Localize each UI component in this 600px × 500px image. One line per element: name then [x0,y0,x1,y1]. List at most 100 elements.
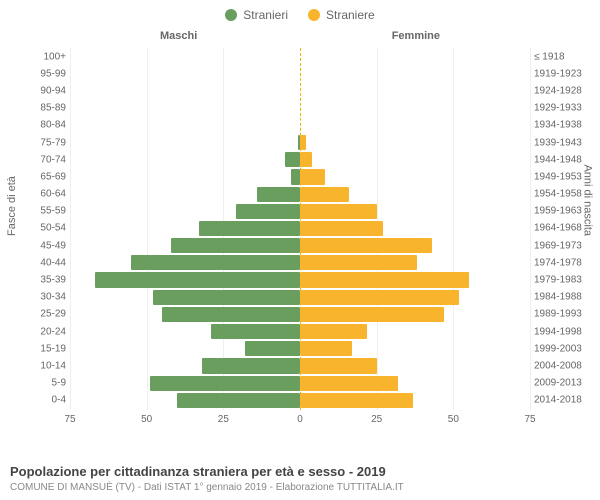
birth-label: 1999-2003 [534,343,588,354]
bar-container-female [300,255,530,270]
legend-label-female: Straniere [326,8,375,22]
birth-label: 1929-1933 [534,103,588,114]
bar-container-male [70,358,300,373]
birth-label: 1939-1943 [534,137,588,148]
pyramid-row: 50-541964-1968 [70,220,530,237]
bar-female [300,393,413,408]
bar-male [211,324,300,339]
bar-container-male [70,393,300,408]
x-tick: 25 [218,414,229,425]
bar-container-male [70,169,300,184]
bar-female [300,238,432,253]
bar-container-male [70,118,300,133]
birth-label: 1974-1978 [534,257,588,268]
bar-container-female [300,358,530,373]
birth-label: 1934-1938 [534,120,588,131]
bar-container-male [70,272,300,287]
bar-female [300,307,444,322]
age-label: 15-19 [28,343,66,354]
bar-male [131,255,300,270]
age-label: 85-89 [28,103,66,114]
age-label: 55-59 [28,206,66,217]
birth-label: 1994-1998 [534,326,588,337]
pyramid-row: 20-241994-1998 [70,323,530,340]
bar-female [300,376,398,391]
col-header-male: Maschi [160,30,197,42]
x-tick: 50 [448,414,459,425]
age-label: 25-29 [28,309,66,320]
pyramid-row: 80-841934-1938 [70,117,530,134]
bar-container-female [300,393,530,408]
bar-container-female [300,307,530,322]
bar-male [153,290,300,305]
chart-footer: Popolazione per cittadinanza straniera p… [10,464,404,494]
bar-container-female [300,341,530,356]
plot-area: 100+≤ 191895-991919-192390-941924-192885… [70,48,530,410]
col-header-female: Femmine [392,30,440,42]
bar-female [300,358,377,373]
pyramid-row: 90-941924-1928 [70,82,530,99]
bar-female [300,324,367,339]
pyramid-row: 30-341984-1988 [70,289,530,306]
birth-label: 1954-1958 [534,189,588,200]
bar-container-male [70,221,300,236]
bar-container-female [300,118,530,133]
age-label: 90-94 [28,85,66,96]
bar-male [285,152,300,167]
bar-female [300,169,325,184]
pyramid-row: 65-691949-1953 [70,168,530,185]
bar-container-female [300,169,530,184]
birth-label: 2014-2018 [534,395,588,406]
birth-label: ≤ 1918 [534,51,588,62]
birth-label: 1964-1968 [534,223,588,234]
bar-male [162,307,300,322]
bar-male [202,358,300,373]
pyramid-row: 55-591959-1963 [70,203,530,220]
age-label: 60-64 [28,189,66,200]
age-label: 50-54 [28,223,66,234]
bar-container-male [70,238,300,253]
age-label: 80-84 [28,120,66,131]
chart-subtitle: COMUNE DI MANSUÈ (TV) - Dati ISTAT 1° ge… [10,481,404,494]
bar-container-female [300,272,530,287]
pyramid-row: 35-391979-1983 [70,271,530,288]
bar-container-male [70,83,300,98]
age-label: 5-9 [28,378,66,389]
birth-label: 1989-1993 [534,309,588,320]
bar-container-male [70,307,300,322]
legend: Stranieri Straniere [0,0,600,26]
bar-container-female [300,187,530,202]
y-axis-label-left: Fasce di età [6,176,18,236]
bar-female [300,272,469,287]
x-axis: 7550250255075 [70,414,530,428]
x-tick: 50 [141,414,152,425]
bar-container-male [70,49,300,64]
bar-container-male [70,324,300,339]
x-tick: 25 [371,414,382,425]
bar-female [300,135,306,150]
swatch-male [225,9,237,21]
x-tick: 75 [524,414,535,425]
age-label: 75-79 [28,137,66,148]
bar-male [245,341,300,356]
bar-container-female [300,221,530,236]
bar-container-female [300,101,530,116]
swatch-female [308,9,320,21]
birth-label: 1924-1928 [534,85,588,96]
bar-container-female [300,152,530,167]
bar-container-male [70,135,300,150]
bar-container-male [70,66,300,81]
bar-female [300,255,417,270]
bar-container-male [70,204,300,219]
bar-container-male [70,255,300,270]
bar-male [95,272,300,287]
x-tick: 0 [297,414,303,425]
birth-label: 2004-2008 [534,360,588,371]
bar-container-female [300,324,530,339]
pyramid-row: 100+≤ 1918 [70,48,530,65]
bar-male [257,187,300,202]
pyramid-row: 5-92009-2013 [70,375,530,392]
bar-male [291,169,300,184]
pyramid-row: 45-491969-1973 [70,237,530,254]
gridline [530,48,531,410]
